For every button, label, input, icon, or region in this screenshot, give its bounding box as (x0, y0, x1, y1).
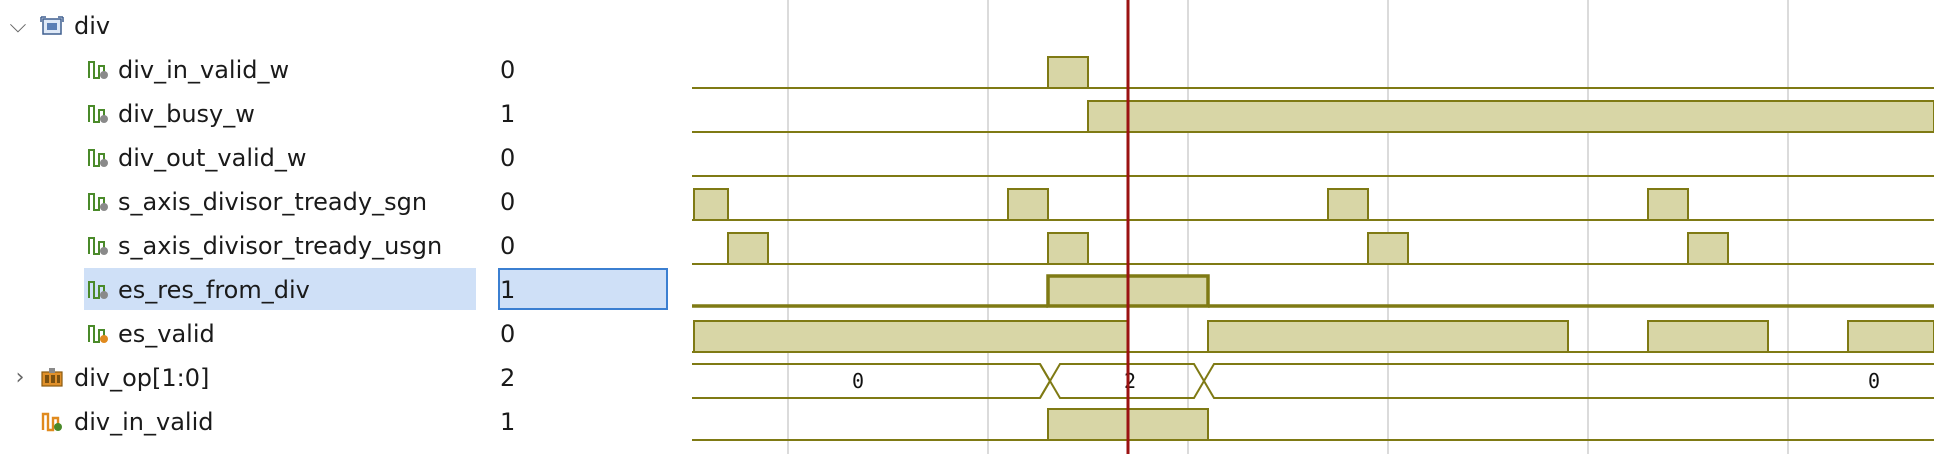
waveform-div-in-valid-w (692, 56, 1934, 89)
module-scope-icon (40, 16, 64, 35)
bus-row[interactable]: › div_op[1:0] (0, 356, 480, 400)
port-signal-icon (41, 412, 62, 432)
signal-value-selected: 1 (500, 276, 516, 304)
signal-name: div_out_valid_w (118, 144, 307, 172)
wire-signal-icon (88, 193, 108, 211)
signal-row[interactable]: div_in_valid (0, 400, 480, 444)
signal-value-panel: 0 1 0 0 0 1 0 2 1 (480, 0, 680, 454)
bus-value-label: 0 (1868, 369, 1880, 393)
group-label: div (74, 12, 111, 40)
waveform-es-res-from-div (692, 274, 1934, 308)
bus-value-label: 2 (1124, 369, 1136, 393)
waveform-s-axis-divisor-tready-usgn (692, 232, 1934, 265)
signal-value: 0 (500, 188, 516, 216)
waveform-div-op-bus: 0 2 0 (692, 363, 1934, 399)
wire-signal-icon (88, 281, 108, 299)
signal-value: 0 (500, 320, 516, 348)
signal-name: div_op[1:0] (74, 364, 210, 392)
signal-value: 0 (500, 56, 516, 84)
signal-value: 2 (500, 364, 516, 392)
signal-value: 1 (500, 100, 516, 128)
waveform-es-valid (692, 320, 1934, 353)
wire-signal-icon (88, 105, 108, 123)
chevron-down-icon[interactable]: ⌵ (9, 13, 27, 38)
wire-signal-icon (88, 237, 108, 255)
waveform-div-busy-w (692, 100, 1934, 133)
waveform-s-axis-divisor-tready-sgn (692, 188, 1934, 221)
signal-name-panel: ⌵ div div_in_valid_w div_busy_w div_out_… (0, 0, 480, 454)
signal-name: s_axis_divisor_tready_sgn (118, 188, 428, 216)
signal-row[interactable]: div_busy_w (0, 92, 480, 136)
wire-signal-icon (88, 149, 108, 167)
chevron-right-icon[interactable]: › (15, 365, 25, 390)
waveform-canvas[interactable]: 0 2 0 (692, 0, 1934, 454)
signal-name: es_res_from_div (118, 276, 310, 304)
signal-row[interactable]: div_out_valid_w (0, 136, 480, 180)
signal-value: 1 (500, 408, 516, 436)
signal-name: es_valid (118, 320, 215, 348)
signal-row-selected[interactable]: es_res_from_div (0, 268, 480, 312)
signal-row[interactable]: es_valid (0, 312, 480, 356)
selected-row-highlight (84, 268, 476, 310)
selected-value-box[interactable] (498, 268, 668, 310)
signal-row[interactable]: s_axis_divisor_tready_sgn (0, 180, 480, 224)
group-row-div[interactable]: ⌵ div (0, 4, 480, 48)
signal-name: s_axis_divisor_tready_usgn (118, 232, 443, 260)
signal-value: 0 (500, 144, 516, 172)
signal-name: div_in_valid (74, 408, 214, 436)
signal-row[interactable]: s_axis_divisor_tready_usgn (0, 224, 480, 268)
bus-value-label: 0 (852, 369, 864, 393)
signal-value: 0 (500, 232, 516, 260)
reg-signal-icon (88, 325, 108, 343)
bus-signal-icon (41, 368, 63, 387)
signal-row[interactable]: div_in_valid_w (0, 48, 480, 92)
waveform-div-in-valid (692, 408, 1934, 441)
signal-name: div_busy_w (118, 100, 255, 128)
wire-signal-icon (88, 61, 108, 79)
signal-name: div_in_valid_w (118, 56, 290, 84)
